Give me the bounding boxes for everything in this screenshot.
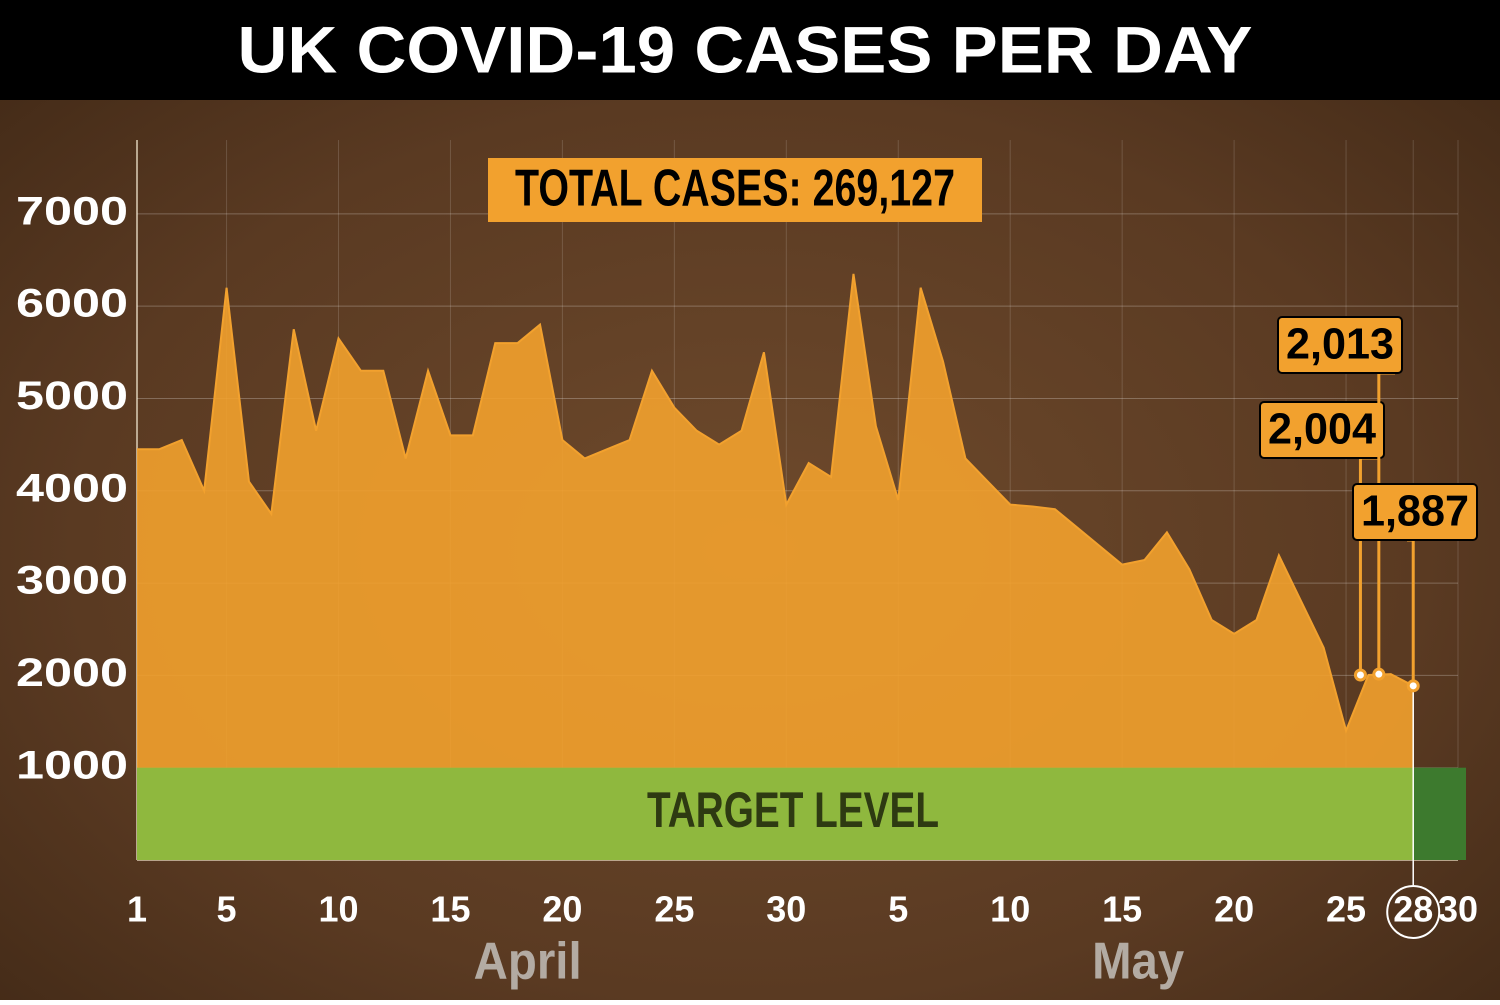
x-tick-label: 25 [1326,889,1366,930]
x-tick-label: 10 [990,889,1030,930]
x-tick-label: 20 [1214,889,1254,930]
y-tick-label: 6000 [16,282,128,326]
area-line [137,273,1414,734]
x-tick-label: 15 [1102,889,1142,930]
x-tick-label: 28 [1393,889,1433,930]
y-tick-label: 4000 [16,466,128,510]
chart-title: UK COVID-19 CASES PER DAY [238,12,1253,86]
annotation: TOTAL CASES: 269,127 [515,160,955,218]
x-tick-label: 15 [430,889,470,930]
data-label: 1,887 [1361,487,1469,536]
month-label: May [1092,933,1184,991]
annotation-box [488,158,982,222]
data-point [1353,668,1367,682]
data-label: 2,004 [1268,405,1377,454]
x-tick-label: 1 [127,889,147,930]
label-box [1259,401,1385,459]
x-tick-label: 30 [766,889,806,930]
y-tick-label: 7000 [16,189,128,233]
y-tick-label: 3000 [16,559,128,603]
target-band [137,767,1414,860]
label-box [1277,316,1403,374]
target-label: TARGET LEVEL [647,782,939,838]
title-bar [0,0,1500,100]
x-tick-label: 5 [888,889,908,930]
area-fill [137,273,1414,860]
y-tick-label: 1000 [16,743,128,787]
x-tick-label: 25 [654,889,694,930]
data-point [1372,667,1386,681]
data-label: 2,013 [1286,320,1394,369]
x-tick-label: 30 [1438,889,1478,930]
y-tick-label: 2000 [16,651,128,695]
x-tick-label: 20 [542,889,582,930]
target-band-future [1413,767,1466,860]
x-tick-label: 5 [217,889,237,930]
today-ring [1386,885,1441,939]
x-tick-label: 10 [318,889,358,930]
month-label: April [474,933,582,991]
y-tick-label: 5000 [16,374,128,418]
label-box [1352,483,1478,541]
data-point [1406,679,1420,693]
